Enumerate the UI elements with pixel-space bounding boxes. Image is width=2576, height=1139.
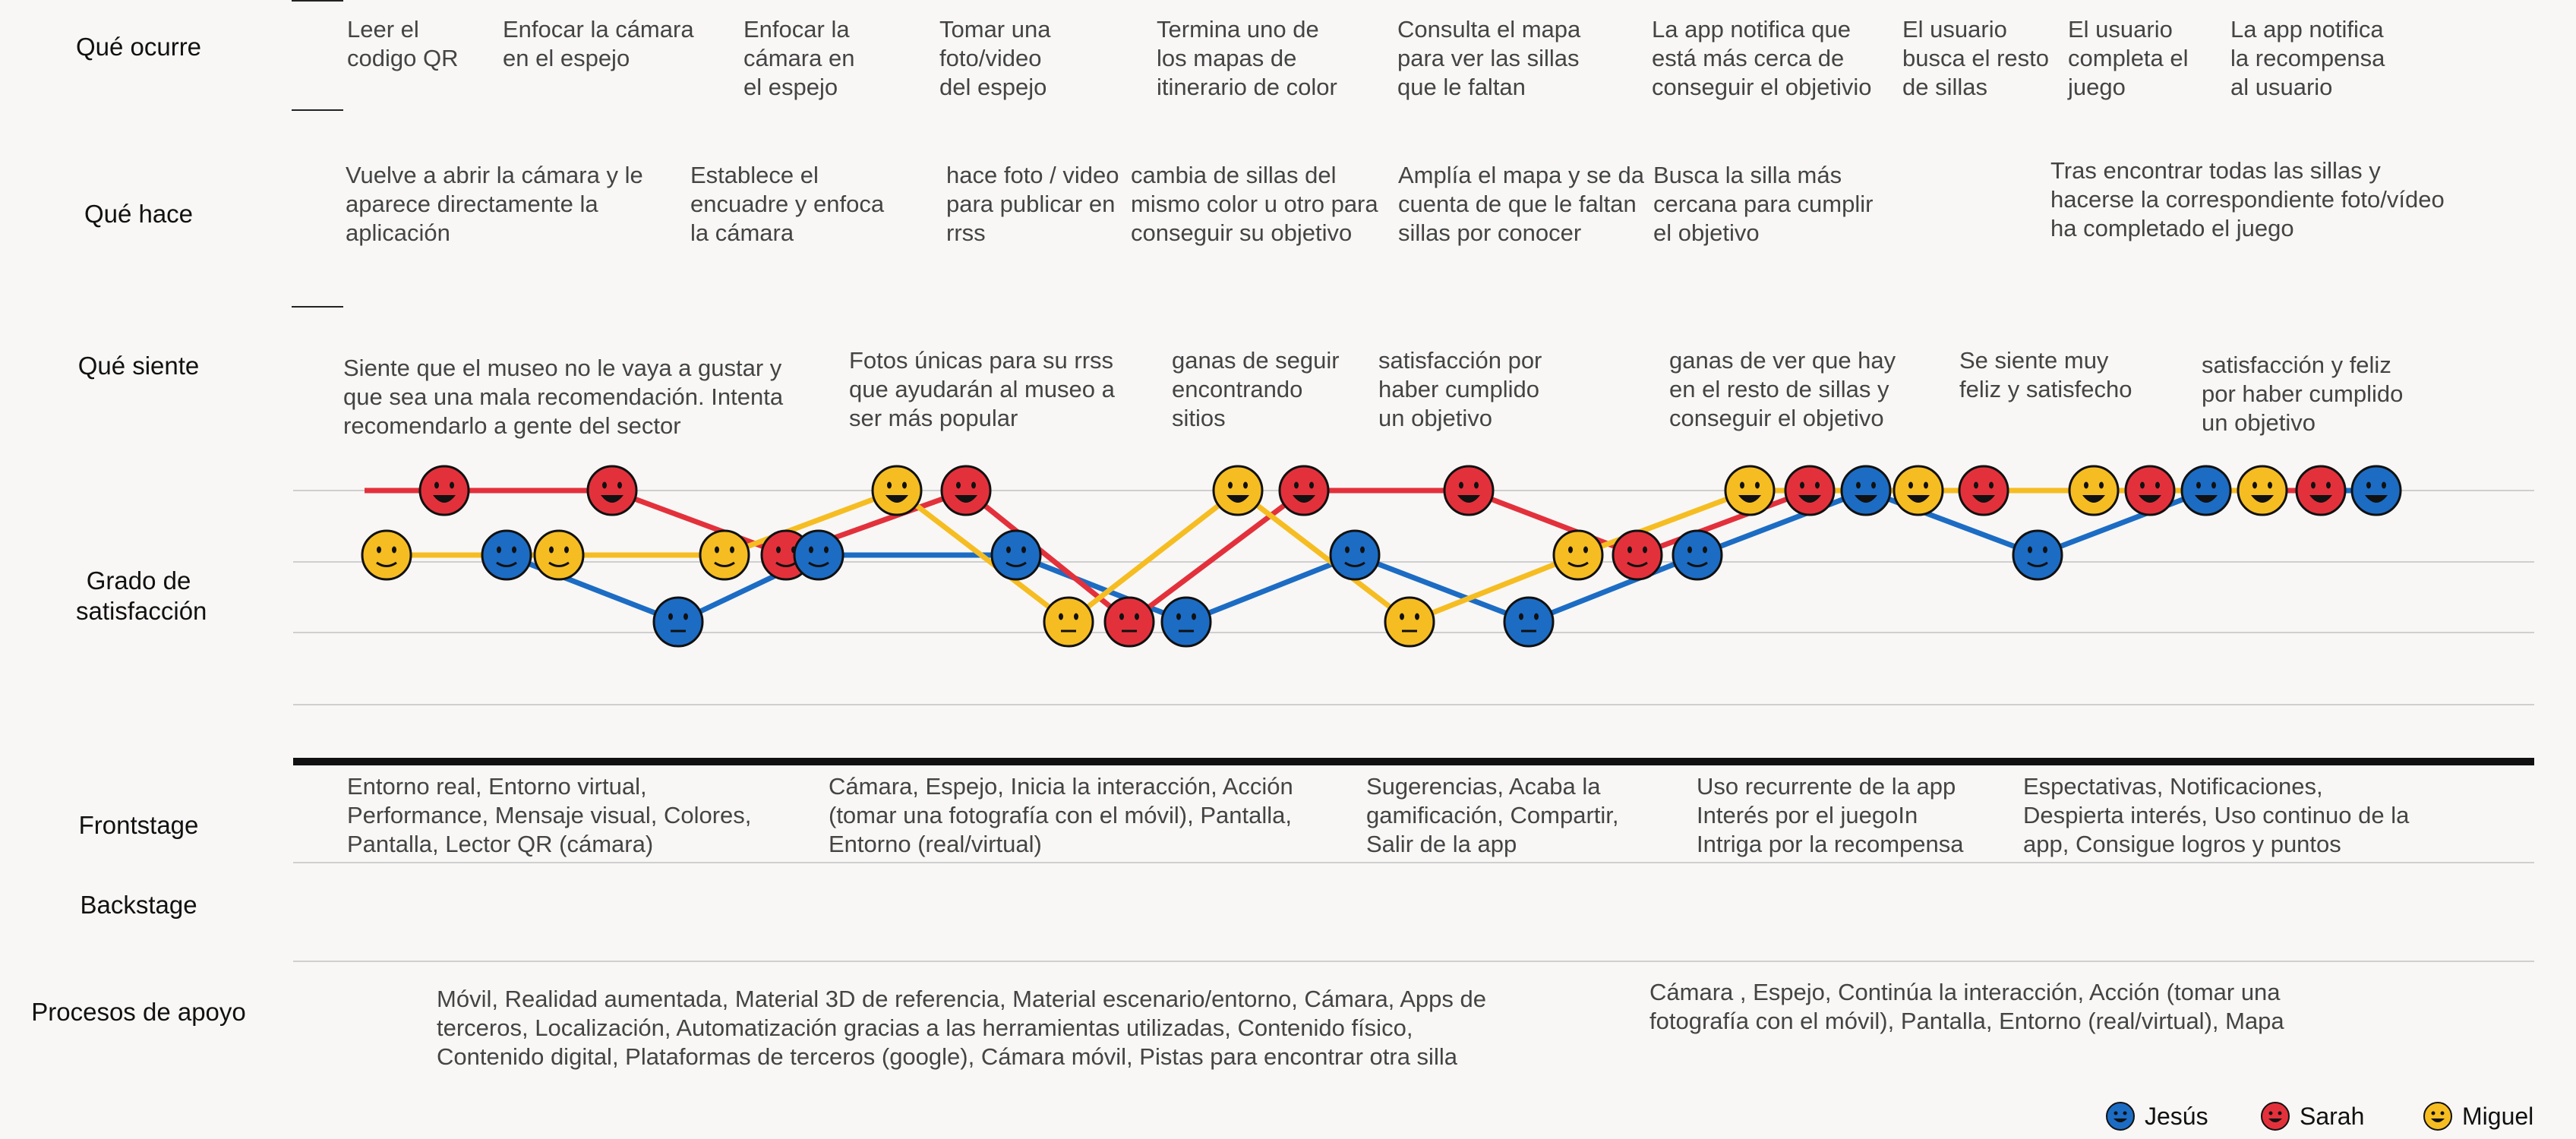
hace-step: Vuelve a abrir la cámara y le aparece di… (346, 162, 643, 246)
frontstage-divider (293, 862, 2534, 863)
separator-tick (292, 0, 343, 2)
face-point-miguel (2068, 465, 2120, 516)
separator-tick (292, 109, 343, 111)
legend-label: Jesús (2145, 1102, 2208, 1130)
row-label-procesos: Procesos de apoyo (31, 998, 246, 1026)
legend-item-miguel: Miguel (2423, 1101, 2533, 1131)
face-point-sarah (1103, 596, 1155, 648)
face-point-sarah (2295, 465, 2347, 516)
face-point-jesús (2180, 465, 2232, 516)
row-label-grado: Grado de satisfacción (76, 566, 207, 625)
frontstage-cell: Espectativas, Notificaciones, Despierta … (2023, 773, 2410, 857)
frontstage-cell: Entorno real, Entorno virtual, Performan… (347, 773, 752, 857)
hace-step: cambia de sillas del mismo color u otro … (1131, 162, 1378, 246)
ocurre-step: Leer el codigo QR (347, 16, 459, 71)
face-point-miguel (699, 529, 750, 581)
face-point-jesús (1329, 529, 1381, 581)
face-point-jesús (481, 529, 532, 581)
face-point-sarah (1443, 465, 1495, 516)
hace-step: Tras encontrar todas las sillas y hacers… (2050, 157, 2445, 241)
legend-label: Miguel (2462, 1102, 2534, 1130)
face-point-miguel (1724, 465, 1776, 516)
ocurre-step: Enfocar la cámara en el espejo (743, 16, 855, 100)
face-point-sarah (1784, 465, 1836, 516)
backstage-divider (293, 961, 2534, 962)
row-label-que-ocurre: Qué ocurre (75, 33, 202, 61)
gridline (293, 704, 2534, 705)
series-line-miguel (387, 487, 2262, 625)
hace-step: hace foto / video para publicar en rrss (946, 162, 1119, 246)
siente-step: Siente que el museo no le vaya a gustar … (343, 355, 784, 439)
ocurre-step: Enfocar la cámara en el espejo (503, 16, 694, 71)
ocurre-step: La app notifica que está más cerca de co… (1652, 16, 1872, 100)
face-point-jesús (1672, 529, 1723, 581)
face-point-miguel (871, 465, 923, 516)
face-point-jesús (2012, 529, 2063, 581)
face-point-sarah (1278, 465, 1330, 516)
siente-step: satisfacción y feliz por haber cumplido … (2202, 352, 2404, 436)
procesos-cell: Cámara , Espejo, Continúa la interacción… (1649, 979, 2284, 1034)
gridline (293, 561, 2534, 563)
ocurre-step: El usuario busca el resto de sillas (1902, 16, 2049, 100)
face-point-sarah (2124, 465, 2176, 516)
ocurre-step: Consulta el mapa para ver las sillas que… (1397, 16, 1581, 100)
face-point-jesús (652, 596, 704, 648)
frontstage-cell: Sugerencias, Acaba la gamificación, Comp… (1366, 773, 1619, 857)
siente-step: satisfacción por haber cumplido un objet… (1378, 347, 1542, 431)
ocurre-step: Termina uno de los mapas de itinerario d… (1157, 16, 1337, 100)
legend-face-icon-jesus (2106, 1102, 2135, 1131)
separator-tick (292, 306, 343, 308)
procesos-cell: Móvil, Realidad aumentada, Material 3D d… (437, 986, 1486, 1070)
hace-step: Amplía el mapa y se da cuenta de que le … (1398, 162, 1644, 246)
siente-step: Se siente muy feliz y satisfecho (1959, 347, 2132, 402)
legend-face-icon-sarah (2261, 1102, 2290, 1131)
face-point-miguel (1043, 596, 1094, 648)
ocurre-step: El usuario completa el juego (2068, 16, 2189, 100)
ocurre-step: Tomar una foto/video del espejo (939, 16, 1051, 100)
frontstage-cell: Uso recurrente de la app Interés por el … (1697, 773, 1964, 857)
legend-label: Sarah (2300, 1102, 2365, 1130)
face-point-jesús (1840, 465, 1892, 516)
face-point-miguel (361, 529, 412, 581)
row-label-backstage: Backstage (80, 891, 197, 919)
line-of-visibility (293, 758, 2534, 765)
face-point-sarah (1612, 529, 1663, 581)
legend-item-sarah: Sarah (2260, 1101, 2364, 1131)
siente-step: ganas de seguir encontrando sitios (1172, 347, 1340, 431)
face-point-sarah (418, 465, 470, 516)
face-point-jesús (1503, 596, 1555, 648)
face-point-miguel (1893, 465, 1944, 516)
siente-step: Fotos únicas para su rrss que ayudarán a… (849, 347, 1115, 431)
face-point-miguel (1552, 529, 1604, 581)
face-point-jesús (1160, 596, 1212, 648)
face-point-jesús (793, 529, 844, 581)
legend-item-jesus: Jesús (2105, 1101, 2208, 1131)
chart-points (361, 465, 2402, 648)
row-label-que-siente: Qué siente (77, 352, 200, 380)
row-label-que-hace: Qué hace (84, 200, 194, 228)
frontstage-cell: Cámara, Espejo, Inicia la interacción, A… (829, 773, 1293, 857)
siente-step: ganas de ver que hay en el resto de sill… (1669, 347, 1896, 431)
hace-step: Busca la silla más cercana para cumplir … (1653, 162, 1874, 246)
face-point-miguel (1384, 596, 1435, 648)
row-label-frontstage: Frontstage (78, 811, 199, 839)
face-point-sarah (586, 465, 638, 516)
legend-face-icon-miguel (2423, 1102, 2452, 1131)
hace-step: Establece el encuadre y enfoca la cámara (690, 162, 885, 246)
ocurre-step: La app notifica la recompensa al usuario (2230, 16, 2385, 100)
face-point-miguel (1212, 465, 1264, 516)
face-point-miguel (2237, 465, 2288, 516)
face-point-sarah (1958, 465, 2009, 516)
face-point-miguel (533, 529, 585, 581)
face-point-jesús (990, 529, 1042, 581)
face-point-jesús (2350, 465, 2402, 516)
face-point-sarah (940, 465, 992, 516)
